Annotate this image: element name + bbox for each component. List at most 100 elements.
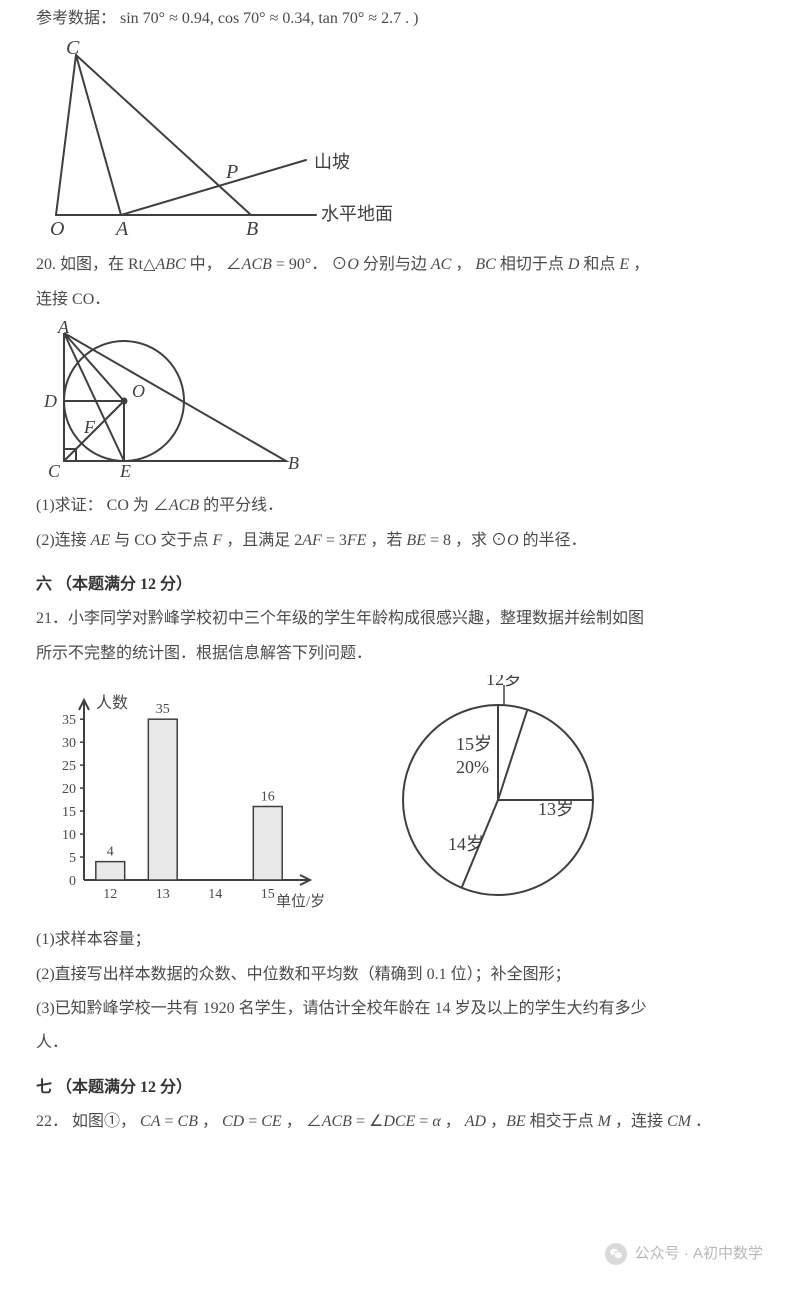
q20-o: O	[347, 256, 359, 273]
q20-2-co: CO	[134, 532, 156, 549]
reference-data: 参考数据： sin 70° ≈ 0.94, cos 70° ≈ 0.34, ta…	[36, 4, 755, 34]
q22-h: ，	[445, 1113, 465, 1130]
q21-part3a: (3)已知黔峰学校一共有 1920 名学生，请估计全校年龄在 14 岁及以上的学…	[36, 994, 755, 1024]
q20-1-co: CO	[107, 497, 129, 514]
q21-stem-line1: 21．小李同学对黔峰学校初中三个年级的学生年龄构成很感兴趣，整理数据并绘制如图	[36, 604, 755, 634]
svg-text:14: 14	[208, 887, 222, 902]
q20-2-d: = 3	[326, 532, 347, 549]
q20-2-fe: FE	[347, 532, 367, 549]
q20-2-e: ，若	[370, 532, 406, 549]
svg-text:20: 20	[62, 782, 76, 797]
q20-t-g: 和点	[583, 256, 619, 273]
label-slope: 山坡	[314, 152, 350, 172]
svg-text:0: 0	[69, 874, 76, 889]
q21-part1: (1)求样本容量；	[36, 925, 755, 955]
q20-ac: AC	[431, 256, 451, 273]
label-B: B	[246, 218, 258, 240]
q20-t-d: 分别与边	[363, 256, 431, 273]
pie-label-14: 14岁	[448, 834, 484, 854]
q20-d: D	[568, 256, 580, 273]
q20-t-a: 如图，在 Rt△	[60, 256, 155, 273]
svg-text:15: 15	[62, 805, 76, 820]
label-O: O	[132, 381, 145, 401]
pie-chart: 12岁 15岁 20% 14岁 13岁	[348, 675, 628, 915]
label-A: A	[114, 218, 129, 240]
q22-acb: ACB	[322, 1113, 352, 1130]
q20-bc: BC	[475, 256, 495, 273]
svg-text:12: 12	[103, 887, 117, 902]
q22-cd: CD	[222, 1113, 244, 1130]
svg-text:单位/岁: 单位/岁	[276, 893, 325, 910]
q21-number: 21．	[36, 610, 68, 627]
svg-text:4: 4	[107, 845, 114, 860]
q20-l2b: ．	[94, 291, 110, 308]
label-O: O	[50, 218, 64, 240]
section-7-heading: 七 （本题满分 12 分）	[36, 1073, 755, 1103]
q22-alpha: α	[432, 1113, 440, 1130]
pie-label-15: 15岁	[456, 734, 492, 754]
bar-chart: 05101520253035人数单位/岁4123513141615	[36, 675, 336, 915]
q20-stem-line2: 连接 CO．	[36, 285, 755, 315]
q20-part1: (1)求证： CO 为 ∠ACB 的平分线．	[36, 491, 755, 521]
q22-dce: DCE	[383, 1113, 415, 1130]
q22-ca: CA	[140, 1113, 160, 1130]
q20-2-c: ，且满足 2	[226, 532, 302, 549]
q20-t-f: 相切于点	[500, 256, 568, 273]
q20-1-post: 的平分线．	[203, 497, 283, 514]
q20-2-af: AF	[302, 532, 322, 549]
q22-ad: AD	[465, 1113, 486, 1130]
q22-be: BE	[506, 1113, 526, 1130]
watermark-text: 公众号 · A初中数学	[635, 1240, 763, 1269]
q20-co: CO	[72, 291, 94, 308]
svg-text:30: 30	[62, 736, 76, 751]
label-ground: 水平地面	[321, 204, 393, 224]
q21-charts: 05101520253035人数单位/岁4123513141615 12岁 15…	[36, 675, 755, 915]
q20-2-o: O	[507, 532, 519, 549]
q22-j: 相交于点	[530, 1113, 598, 1130]
q22-m: M	[598, 1113, 611, 1130]
q21-l1: 小李同学对黔峰学校初中三个年级的学生年龄构成很感兴趣，整理数据并绘制如图	[68, 610, 644, 627]
pie-label-12: 12岁	[486, 675, 522, 689]
wechat-icon	[605, 1243, 627, 1265]
svg-text:15: 15	[261, 887, 275, 902]
q22-cm: CM	[667, 1113, 691, 1130]
q22-stem: 22． 如图①， CA = CB ， CD = CE ， ∠ACB = ∠DCE…	[36, 1107, 755, 1137]
q20-2-f: F	[212, 532, 222, 549]
q20-abc: ABC	[155, 256, 185, 273]
q21-stem-line2: 所示不完整的统计图．根据信息解答下列问题．	[36, 639, 755, 669]
q22-k: ，连接	[615, 1113, 667, 1130]
label-F: F	[83, 417, 96, 437]
label-E: E	[119, 461, 131, 481]
svg-text:35: 35	[156, 702, 170, 717]
q20-e: E	[619, 256, 629, 273]
label-A: A	[57, 321, 70, 337]
q20-2-b: 交于点	[160, 532, 212, 549]
q22-number: 22．	[36, 1113, 68, 1130]
svg-text:10: 10	[62, 828, 76, 843]
q20-l2a: 连接	[36, 291, 72, 308]
label-B: B	[288, 453, 299, 473]
q20-part2: (2)连接 AE 与 CO 交于点 F ，且满足 2AF = 3FE ，若 BE…	[36, 526, 755, 556]
q20-2-a: 与	[114, 532, 134, 549]
q20-2-be: BE	[406, 532, 426, 549]
q20-1-pre: (1)求证：	[36, 497, 107, 514]
section-6-heading: 六 （本题满分 12 分）	[36, 570, 755, 600]
q20-t-h: ，	[633, 256, 649, 273]
label-P: P	[225, 161, 238, 183]
pie-label-13: 13岁	[538, 799, 574, 819]
svg-text:35: 35	[62, 713, 76, 728]
label-D: D	[43, 391, 57, 411]
q20-2-pre: (2)连接	[36, 532, 91, 549]
q22-e: ， ∠	[286, 1113, 322, 1130]
q20-t-b: 中， ∠	[190, 256, 242, 273]
svg-text:人数: 人数	[96, 694, 128, 712]
q22-i: ，	[490, 1113, 506, 1130]
wechat-watermark: 公众号 · A初中数学	[605, 1240, 763, 1269]
q20-number: 20.	[36, 256, 56, 273]
label-C: C	[48, 461, 61, 481]
q21-part2: (2)直接写出样本数据的众数、中位数和平均数（精确到 0.1 位）；补全图形；	[36, 960, 755, 990]
figure-triangle-slope: C O A B P 山坡 水平地面	[36, 40, 755, 240]
q22-l: ．	[695, 1113, 711, 1130]
svg-text:13: 13	[156, 887, 170, 902]
q22-ce: CE	[261, 1113, 281, 1130]
